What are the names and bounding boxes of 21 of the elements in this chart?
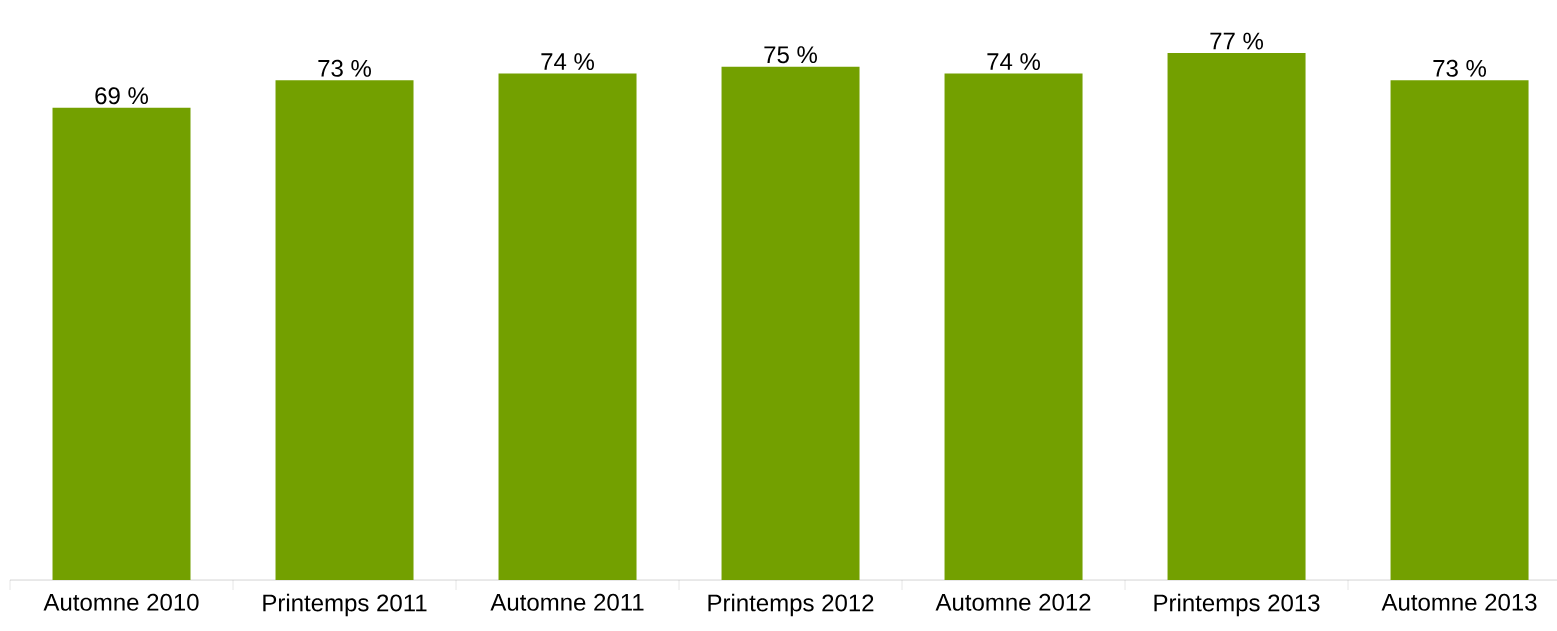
- bar: [52, 107, 191, 580]
- bar: [498, 73, 637, 580]
- data-label: 77 %: [1210, 32, 1264, 50]
- bar: [1167, 52, 1306, 580]
- data-label: 73 %: [1433, 59, 1487, 77]
- data-label: 73 %: [318, 59, 371, 77]
- bar: [1390, 80, 1529, 580]
- data-label: 74 %: [987, 53, 1040, 70]
- x-tick-label: Automne 2013: [1381, 593, 1537, 611]
- x-tick-label: Automne 2010: [43, 593, 199, 611]
- bar: [944, 73, 1083, 580]
- bar: [721, 66, 860, 580]
- data-label: 74 %: [541, 53, 594, 70]
- x-tick-label: Printemps 2013: [1154, 593, 1320, 617]
- x-tick-label: Printemps 2011: [263, 593, 427, 617]
- x-tick-label: Printemps 2012: [708, 593, 874, 617]
- bar: [275, 80, 414, 580]
- x-tick-label: Automne 2011: [490, 593, 644, 611]
- data-label: 69 %: [95, 87, 148, 105]
- x-tick-label: Automne 2012: [935, 593, 1091, 611]
- data-label: 75 %: [764, 46, 817, 64]
